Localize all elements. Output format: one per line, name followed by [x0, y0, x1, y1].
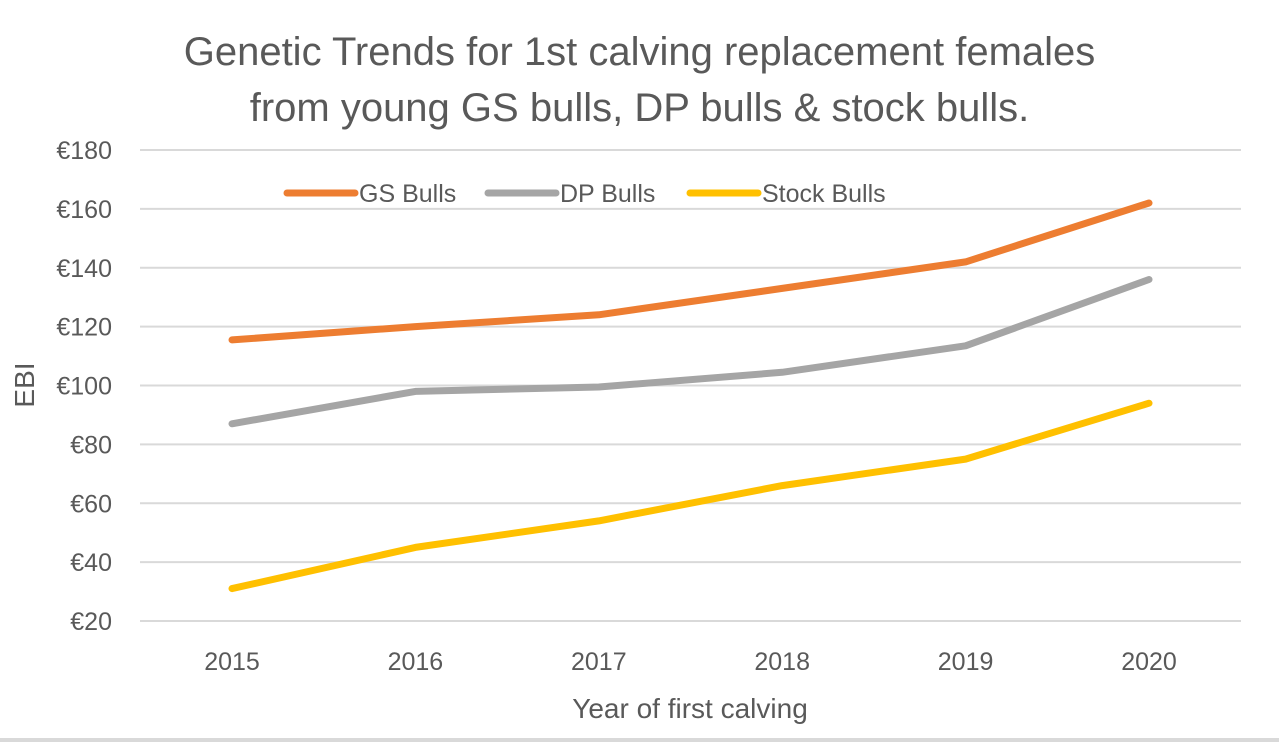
- chart-title-line-1: Genetic Trends for 1st calving replaceme…: [183, 30, 1096, 74]
- series-line: [228, 199, 1153, 344]
- y-tick-label: €20: [70, 608, 112, 636]
- y-tick-label: €120: [56, 314, 112, 342]
- x-axis-ticks: 2015 2016 2017 2018 2019 2020: [204, 648, 1177, 676]
- x-tick-label: 2018: [754, 648, 810, 676]
- x-tick-label: 2020: [1121, 648, 1177, 676]
- legend-label: DP Bulls: [560, 180, 655, 208]
- y-tick-label: €160: [56, 196, 112, 224]
- y-tick-label: €140: [56, 255, 112, 283]
- y-tick-label: €60: [70, 490, 112, 518]
- y-axis-title: EBI: [9, 362, 40, 407]
- series-line: [228, 276, 1153, 428]
- gridlines: [140, 149, 1241, 622]
- x-axis-title: Year of first calving: [572, 693, 808, 724]
- chart-title-line-2: from young GS bulls, DP bulls & stock bu…: [249, 86, 1030, 130]
- series-line: [228, 399, 1153, 593]
- y-tick-label: €40: [70, 549, 112, 577]
- legend-label: GS Bulls: [359, 180, 456, 208]
- y-tick-label: €100: [56, 373, 112, 401]
- legend-label: Stock Bulls: [762, 180, 886, 208]
- x-tick-label: 2016: [388, 648, 444, 676]
- y-tick-label: €80: [70, 431, 112, 459]
- series-lines: [228, 199, 1153, 593]
- legend: GS Bulls DP Bulls Stock Bulls: [283, 180, 886, 208]
- x-tick-label: 2019: [938, 648, 994, 676]
- bottom-border: [0, 738, 1279, 742]
- chart-title: Genetic Trends for 1st calving replaceme…: [0, 24, 1279, 136]
- y-tick-label: €180: [56, 137, 112, 165]
- y-axis-ticks: €20 €40 €60 €80 €100 €120 €140 €160 €180: [56, 137, 112, 636]
- x-tick-label: 2015: [204, 648, 260, 676]
- x-tick-label: 2017: [571, 648, 627, 676]
